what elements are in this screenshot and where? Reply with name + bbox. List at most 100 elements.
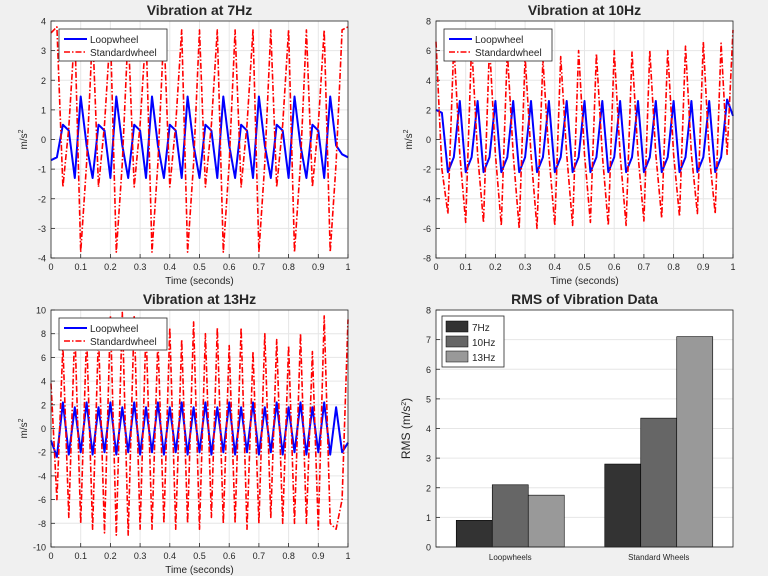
y-tick-label: -2 <box>423 165 431 175</box>
legend-swatch <box>445 335 469 348</box>
x-tick-label: 0.1 <box>74 551 87 561</box>
x-tick-label: 0.6 <box>223 262 236 272</box>
x-tick-label: 0.5 <box>578 262 591 272</box>
y-tick-label: 4 <box>41 17 46 27</box>
bar-7hz <box>455 520 493 548</box>
x-tick-label: 0.3 <box>134 262 147 272</box>
y-tick-label: -3 <box>38 224 46 234</box>
y-tick-label: 2 <box>41 76 46 86</box>
y-tick-label: -8 <box>423 254 431 264</box>
y-tick-label: 2 <box>426 105 431 115</box>
legend-box <box>58 317 168 351</box>
x-tick-label: 0.1 <box>74 262 87 272</box>
y-axis-label: m/s2 <box>403 129 415 149</box>
chart-title: RMS of Vibration Data <box>511 291 658 307</box>
legend-label: Loopwheel <box>90 35 138 46</box>
legend-box <box>58 28 168 62</box>
y-tick-label: 4 <box>41 377 46 387</box>
x-axis-label: Time (seconds) <box>165 276 234 287</box>
chart-title: Vibration at 7Hz <box>147 2 253 18</box>
legend-label: 7Hz <box>472 323 490 334</box>
bar-10hz <box>491 484 529 548</box>
legend-swatch <box>445 320 469 333</box>
legend-box <box>443 28 553 62</box>
legend-label: 13Hz <box>472 353 495 364</box>
x-tick-label: 0.5 <box>193 262 206 272</box>
legend-label: Loopwheel <box>90 324 138 335</box>
chart-title: Vibration at 13Hz <box>143 291 256 307</box>
x-tick-label: 0.3 <box>519 262 532 272</box>
y-axis-label: RMS (m/s2) <box>399 398 413 459</box>
y-tick-label: 8 <box>41 329 46 339</box>
y-tick-label: 10 <box>36 306 46 316</box>
legend: Loopwheel Standardwheel <box>58 28 168 62</box>
axes-frame <box>50 309 349 548</box>
x-tick-label: 0 <box>48 551 53 561</box>
x-tick-label: 1 <box>345 551 350 561</box>
series-line-standardwheel <box>50 26 349 253</box>
x-tick-label: 0.7 <box>253 551 266 561</box>
legend-label: Standardwheel <box>90 48 157 59</box>
x-tick-label: 0.9 <box>697 262 710 272</box>
y-tick-label: -6 <box>423 224 431 234</box>
legend-label: Standardwheel <box>90 337 157 348</box>
y-tick-label: 0 <box>426 135 431 145</box>
y-tick-label: -2 <box>38 194 46 204</box>
y-tick-label: -1 <box>38 165 46 175</box>
series-line-loopwheel <box>50 95 349 179</box>
bar-10hz <box>640 417 678 548</box>
x-tick-label: 0.7 <box>253 262 266 272</box>
x-tick-label: 0.2 <box>104 551 117 561</box>
x-tick-label: 0.4 <box>164 551 177 561</box>
y-tick-label: 0 <box>41 424 46 434</box>
x-tick-label: 0.8 <box>282 262 295 272</box>
series-line-standardwheel <box>50 311 349 536</box>
x-axis-label: Time (seconds) <box>550 276 619 287</box>
axes-frame <box>435 309 734 548</box>
x-tick-label: Loopwheels <box>489 553 532 562</box>
chart-title: Vibration at 10Hz <box>528 2 641 18</box>
y-tick-label: 7 <box>426 335 431 345</box>
x-tick-label: 0.8 <box>667 262 680 272</box>
bar-7hz <box>604 463 642 548</box>
x-tick-label: 0.3 <box>134 551 147 561</box>
y-tick-label: 6 <box>426 46 431 56</box>
bar-13hz <box>676 336 714 548</box>
y-axis-label: m/s2 <box>18 418 30 438</box>
x-tick-label: 0 <box>48 262 53 272</box>
y-tick-label: -8 <box>38 519 46 529</box>
bar-13hz <box>527 494 565 548</box>
x-tick-label: 0.6 <box>608 262 621 272</box>
x-tick-label: 1 <box>730 262 735 272</box>
legend-label: 10Hz <box>472 338 495 349</box>
y-axis-label: m/s2 <box>18 129 30 149</box>
legend-label: Loopwheel <box>475 35 523 46</box>
chart-3: Vibration at 13Hz -10 -8 -6 -4 -2 0 2 4 6 8 10 0 0.1 0… <box>18 291 351 576</box>
x-tick-label: 0.2 <box>489 262 502 272</box>
y-tick-label: 6 <box>41 353 46 363</box>
x-tick-label: 0.5 <box>193 551 206 561</box>
x-tick-label: 0.1 <box>459 262 472 272</box>
x-tick-label: 0.4 <box>549 262 562 272</box>
y-tick-label: 3 <box>41 46 46 56</box>
y-tick-label: 2 <box>426 483 431 493</box>
x-tick-label: Standard Wheels <box>628 553 689 562</box>
y-tick-label: 8 <box>426 17 431 27</box>
y-tick-label: 1 <box>41 105 46 115</box>
x-axis-label: Time (seconds) <box>165 565 234 576</box>
legend: Loopwheel Standardwheel <box>58 317 168 351</box>
y-tick-label: 5 <box>426 394 431 404</box>
y-tick-label: -2 <box>38 448 46 458</box>
y-tick-label: -10 <box>33 543 46 553</box>
chart-1: Vibration at 7Hz -4 -3 -2 -1 0 1 2 3 4 0 0.1 0.2 0.3 0… <box>18 2 351 287</box>
x-tick-label: 1 <box>345 262 350 272</box>
y-tick-label: 1 <box>426 513 431 523</box>
y-tick-label: -4 <box>38 254 46 264</box>
y-tick-label: 6 <box>426 365 431 375</box>
y-tick-label: -4 <box>423 194 431 204</box>
y-tick-label: 0 <box>41 135 46 145</box>
x-tick-label: 0.4 <box>164 262 177 272</box>
y-tick-label: 2 <box>41 400 46 410</box>
y-tick-label: 4 <box>426 424 431 434</box>
